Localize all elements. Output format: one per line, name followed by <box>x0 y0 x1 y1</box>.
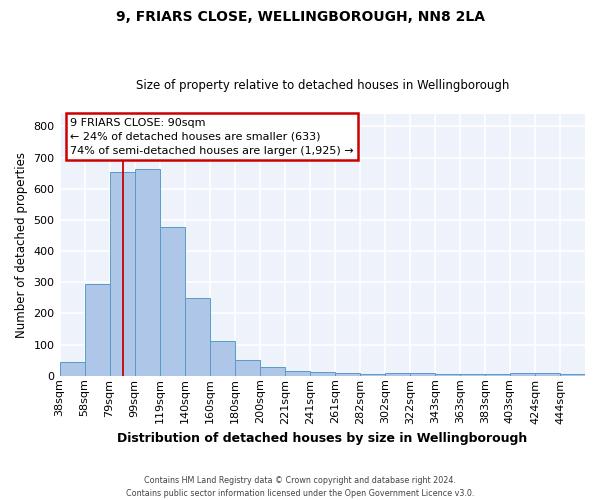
Bar <box>260 367 285 376</box>
Bar <box>285 371 310 376</box>
Bar <box>235 360 260 376</box>
Text: 9 FRIARS CLOSE: 90sqm
← 24% of detached houses are smaller (633)
74% of semi-det: 9 FRIARS CLOSE: 90sqm ← 24% of detached … <box>70 118 353 156</box>
Bar <box>435 374 460 376</box>
Title: Size of property relative to detached houses in Wellingborough: Size of property relative to detached ho… <box>136 79 509 92</box>
Bar <box>335 374 360 376</box>
Bar <box>110 172 134 376</box>
Bar <box>360 374 385 376</box>
Bar <box>134 168 160 376</box>
Bar <box>185 298 209 376</box>
Bar <box>485 374 510 376</box>
Bar <box>410 374 435 376</box>
Bar <box>510 374 535 376</box>
Bar <box>385 374 410 376</box>
Bar <box>59 362 85 376</box>
Text: 9, FRIARS CLOSE, WELLINGBOROUGH, NN8 2LA: 9, FRIARS CLOSE, WELLINGBOROUGH, NN8 2LA <box>115 10 485 24</box>
Bar <box>209 340 235 376</box>
Bar <box>310 372 335 376</box>
Bar <box>160 227 185 376</box>
Y-axis label: Number of detached properties: Number of detached properties <box>15 152 28 338</box>
Bar <box>85 284 110 376</box>
Bar <box>560 374 585 376</box>
Bar <box>535 374 560 376</box>
Text: Contains HM Land Registry data © Crown copyright and database right 2024.
Contai: Contains HM Land Registry data © Crown c… <box>126 476 474 498</box>
Bar <box>460 374 485 376</box>
X-axis label: Distribution of detached houses by size in Wellingborough: Distribution of detached houses by size … <box>117 432 527 445</box>
